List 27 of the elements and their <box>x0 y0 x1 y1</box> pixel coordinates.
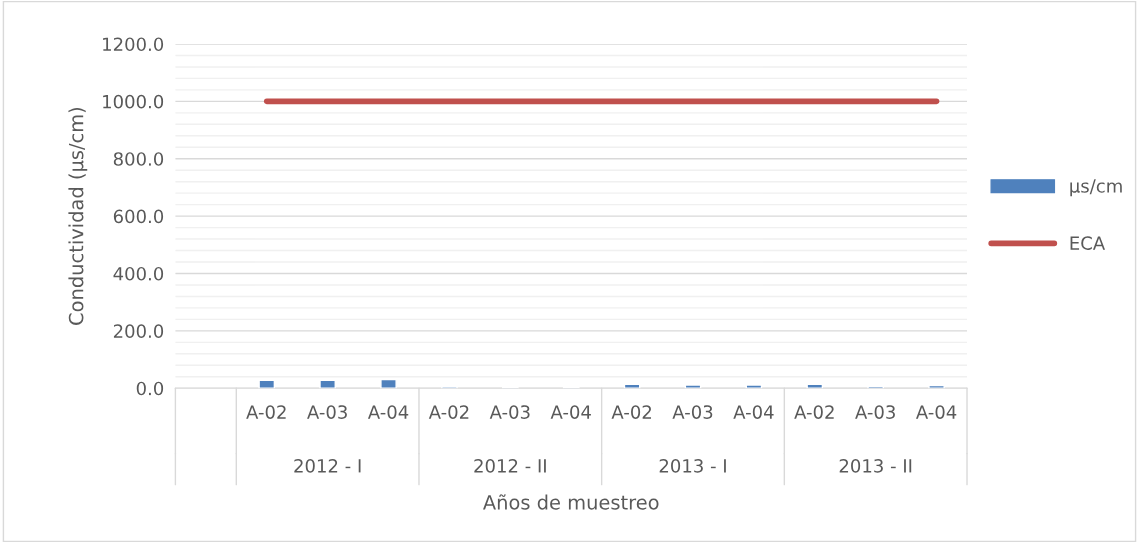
text: 2012 - I <box>294 459 361 473</box>
x-tick-label: A-03 <box>489 405 530 419</box>
x-tick-label: A-04 <box>733 405 774 419</box>
x-tick-label: A-02 <box>428 405 469 419</box>
y-axis-title: Conductividad (μs/cm) <box>68 107 88 325</box>
y-tick-label: 1200.0 <box>103 37 164 52</box>
legend-label: ECA <box>1070 236 1106 250</box>
x-tick-label: A-04 <box>550 405 591 419</box>
x-tick-label: A-03 <box>672 405 713 419</box>
x-tick-label: A-04 <box>915 405 957 419</box>
legend-label: μs/cm <box>1070 179 1122 197</box>
y-tick-label: 400.0 <box>113 266 164 281</box>
y-tick-label: 200.0 <box>113 324 164 338</box>
x-tick-label: A-03 <box>855 405 895 419</box>
y-tick-label: 600.0 <box>113 209 164 224</box>
x-tick-label: A-02 <box>611 405 652 419</box>
y-tick-label: 0.0 <box>136 381 164 396</box>
y-tick-label: 800.0 <box>113 152 164 166</box>
text: 2012 - II <box>474 459 546 473</box>
x-tick-label: A-02 <box>794 405 834 419</box>
x-axis-title: Años de muestreo <box>483 494 659 510</box>
text: 2013 - II <box>839 459 912 473</box>
x-tick-label: A-03 <box>307 405 347 419</box>
text: 2013 - I <box>659 459 726 473</box>
y-tick-label: 1000.0 <box>103 94 164 109</box>
x-tick-label: A-02 <box>246 405 286 419</box>
x-tick-label: A-04 <box>367 405 409 419</box>
